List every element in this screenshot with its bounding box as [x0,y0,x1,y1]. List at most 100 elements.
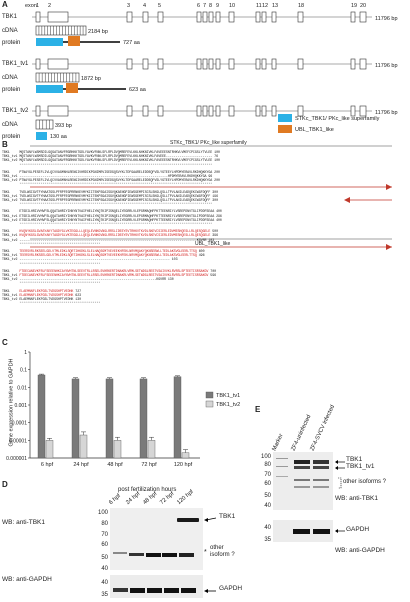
panel-e-label: E [255,405,261,414]
protein-length: 130 aa [50,134,68,140]
exon-box [142,11,149,23]
alignment-line: TBK1 PTNAYGLPESEFLIVLQCVVAGMNHLRENGIVHRD… [2,169,220,174]
exon-box [47,11,69,23]
blot-e-bands [276,458,330,534]
y-tick-label: 0.1 [20,368,27,374]
lane-label: ZF4-SVCV infected [309,404,337,452]
exon-box [350,58,356,70]
alignment-line: TBK1_tv1 MQSTANYLWSMSDILGQGATANVFRGRHKKT… [2,154,219,159]
exon-box [271,105,277,117]
protein-length: 623 aa [129,87,147,93]
marker-mw: 70 [264,472,271,478]
alignment-line: TBK1_tv2 -------------------------------… [2,277,174,282]
lane-label: Marker [271,433,285,452]
alignment-line: TBK1_tv2 MQSTANYLWSMSDILGQGATANVFRGRHKKT… [2,158,220,163]
alignment-line: TBK1 ETSDILHRIVVHVFSLQQATAHRIYIHNYNTVAIF… [2,209,222,214]
alignment-consensus: ****************************************… [2,222,213,227]
alignment-line: TBK1 MQSTANYLWSMSDILGQGATANVFRGRHKKTGDLY… [2,150,220,154]
exon-box [297,58,304,70]
lane-label: 24 hpf [125,491,142,506]
lane-label: 48 hpf [142,491,159,506]
exon-box [202,105,208,117]
panel-c-label: C [2,338,8,347]
alignment-line: TBK1 TVDLWSIGVTFYHAATGSLPFRPFEGPRRNKEVMY… [2,189,218,194]
exon-box [255,58,261,70]
alignment-consensus: ****************************************… [2,301,101,306]
alignment-line: TBK1_tv1 TEERSVRLRKSEELGDLVTMLEDKLSQRTIH… [2,253,205,258]
protein-label: protein [2,40,20,46]
marker-mw: 40 [264,503,271,509]
exon-number: 11 [256,3,262,9]
exon-box [202,58,208,70]
alignment-line: TBK1_tv1 -------------------------------… [2,174,213,179]
alignment-line: TBK1_tv1 FTDECANEVKFRLFSEEENHKIAYNVHTNLS… [2,273,217,278]
exon-number: 7 [203,3,206,9]
alignment-consensus: ****************************************… [2,261,101,266]
asterisk: * [204,549,207,556]
cdna-label: cDNA [2,75,18,81]
exon-box [215,105,221,117]
bar [45,440,54,459]
exon-box [297,11,304,23]
track-name: TBK1 [2,14,18,20]
domain1-title: STKc_TBK1/ PKc_like superfamily [170,140,247,146]
exon-box [196,105,202,117]
gene-length: 11796 bp [375,63,398,69]
exon-number: 4 [143,3,146,9]
alignment-line: TBK1_tv1 KVQNYKGSLGVASYAKYTAGDYGLVKTEGGL… [2,233,218,238]
exon-box [359,105,367,117]
sequence-alignment: TBK1 MQSTANYLWSMSDILGQGATANVFRGRHKKTGDLY… [2,150,407,309]
kinase-domain [36,132,47,140]
y-tick-label: 0.00001 [9,438,27,444]
alignment-line: TBK1_tv1 ETSDILHRIVVHVFSLQQATAHRIYIHNYNT… [2,213,222,218]
exon-box [359,11,367,23]
legend-label: TBK1_tv1 [216,393,240,399]
arrows-d [204,517,217,593]
alignment-line: TBK1_tv2 ETSDILHRIVVHVFSLQQATAHRIYIHNYNT… [2,217,222,222]
alignment-line: TBK1_tv2 -------------------------------… [2,237,215,242]
marker-mw: 60 [101,542,108,548]
exon-box [255,11,261,23]
exon-box [35,105,41,117]
exon-number: 19 [351,3,357,9]
marker-mw: 100 [260,454,271,460]
y-tick-label: 0.001 [14,403,27,409]
marker-mw: 80 [264,462,271,468]
band-d-other: other [210,545,224,551]
exon-box [196,58,202,70]
cdna-box [35,119,54,130]
y-tick-label: 1 [24,350,27,356]
alignment-line: TBK1 FTDECANEVKFRLFSEEENHKIAYNVHTNLSEEVT… [2,268,217,273]
protein-length: 727 aa [123,40,141,46]
exon-box [142,105,149,117]
exon-box [142,58,149,70]
exon-box [157,58,164,70]
exon-box [255,105,261,117]
panel-a-label: A [2,0,8,9]
marker-mw: 70 [101,532,108,538]
exon-label: exon [25,3,37,9]
legend-label: UBL_TBK1_like [295,127,334,133]
exon-number: 10 [229,3,235,9]
y-tick-label: 0.000001 [6,456,27,462]
exon-box [208,11,214,23]
track-name: TBK1_tv1 [2,61,29,67]
exon-number: 13 [272,3,278,9]
cdna-box [35,25,87,36]
band-e-other: other isoforms ? [343,479,387,485]
exon-box [157,105,164,117]
marker-mw: 35 [264,537,271,543]
band-e-tv1: TBK1_tv1 [346,463,375,470]
wb-d-gapdh-label: WB: anti-GAPDH [2,576,52,583]
x-tick-label: 6 hpf [41,462,54,468]
alignment-arrows [30,145,392,250]
protein-label: protein [2,134,20,140]
exon-box [228,58,235,70]
bar [37,374,46,459]
exon-box [215,11,221,23]
exon-box [35,11,41,23]
alignment-line: TBK1_tv2 TVDLWSIGVTFYHAATGSLPFRPFEGPRRNK… [2,198,218,203]
legend-swatch [205,400,214,408]
bar [105,378,114,459]
